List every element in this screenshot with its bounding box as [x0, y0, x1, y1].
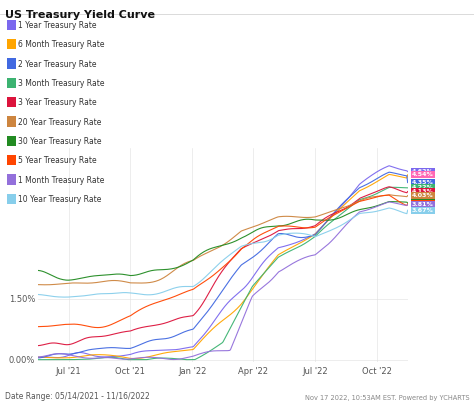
Text: 20 Year Treasury Rate: 20 Year Treasury Rate — [18, 118, 101, 127]
Text: 1 Month Treasury Rate: 1 Month Treasury Rate — [18, 175, 104, 185]
Text: 3.83%: 3.83% — [412, 201, 434, 206]
Text: 4.03%: 4.03% — [412, 193, 434, 198]
Text: 3.85%: 3.85% — [412, 201, 434, 206]
Text: 3 Month Treasury Rate: 3 Month Treasury Rate — [18, 79, 104, 88]
Text: 4.54%: 4.54% — [412, 172, 434, 177]
Text: 10 Year Treasury Rate: 10 Year Treasury Rate — [18, 195, 101, 204]
Text: 2 Year Treasury Rate: 2 Year Treasury Rate — [18, 60, 97, 69]
Text: Date Range: 05/14/2021 - 11/16/2022: Date Range: 05/14/2021 - 11/16/2022 — [5, 392, 149, 401]
Text: 3.81%: 3.81% — [412, 202, 434, 207]
Text: 3 Year Treasury Rate: 3 Year Treasury Rate — [18, 98, 97, 107]
Text: 3.67%: 3.67% — [412, 208, 434, 213]
Text: 4.35%: 4.35% — [412, 180, 434, 185]
Text: Nov 17 2022, 10:53AM EST. Powered by YCHARTS: Nov 17 2022, 10:53AM EST. Powered by YCH… — [305, 395, 469, 401]
Text: 1 Year Treasury Rate: 1 Year Treasury Rate — [18, 21, 97, 30]
Text: 6 Month Treasury Rate: 6 Month Treasury Rate — [18, 40, 104, 49]
Text: 4.13%: 4.13% — [412, 189, 434, 194]
Text: 30 Year Treasury Rate: 30 Year Treasury Rate — [18, 137, 101, 146]
Text: 4.22%: 4.22% — [412, 185, 434, 190]
Text: 4.62%: 4.62% — [412, 169, 434, 174]
Text: 5 Year Treasury Rate: 5 Year Treasury Rate — [18, 156, 97, 165]
Text: US Treasury Yield Curve: US Treasury Yield Curve — [5, 10, 155, 20]
